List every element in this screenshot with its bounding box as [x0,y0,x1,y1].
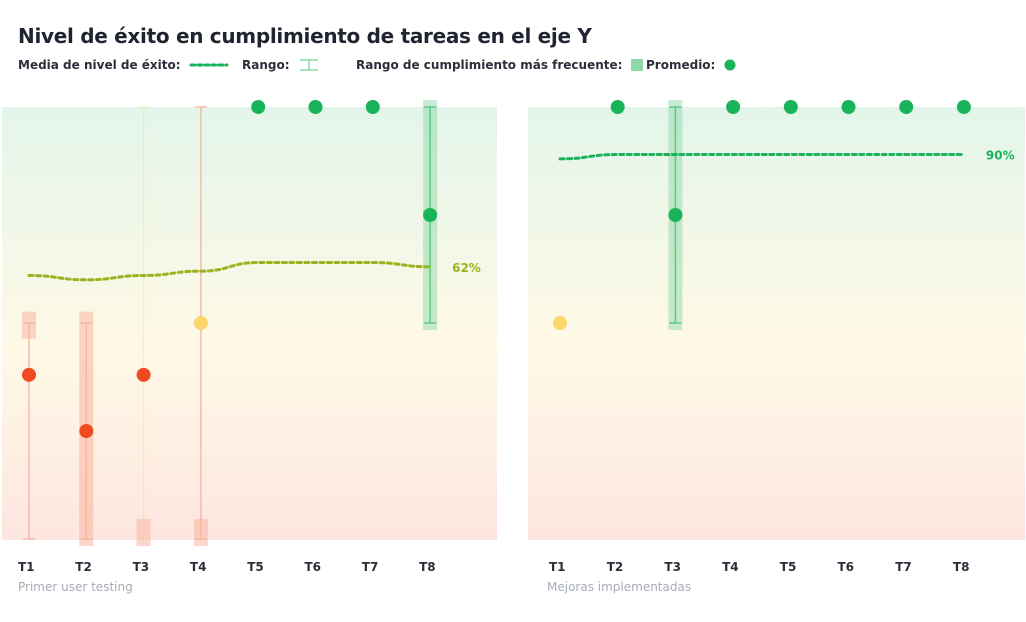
dot-icon [724,59,736,71]
average-point-t8 [423,208,438,222]
chart-panel-1: 62% T1 T2 T3 T4 T5 T6 T7 T8 Primer user testing [2,100,497,594]
panel-subtitle: Mejoras implementadas [547,580,691,594]
plot-background [2,107,497,540]
range-icon [299,59,318,71]
range-t1 [23,322,35,540]
tick-label-t8: T8 [419,560,436,574]
legend-average: Promedio: [646,58,737,72]
tick-label-t5: T5 [247,560,264,574]
panel-subtitle: Primer user testing [18,580,133,594]
square-icon [631,59,644,71]
tick-label-t7: T7 [895,560,912,574]
range-t3 [137,106,150,540]
mean-value-label: 90% [986,149,1015,163]
tick-label-t1: T1 [18,560,35,574]
average-point-t4 [726,100,741,114]
average-point-t1 [553,316,567,330]
legend-range: Rango: [242,58,320,72]
mean-line [27,261,432,282]
average-point-t5 [251,100,266,114]
tick-label-t4: T4 [722,560,739,574]
average-point-t7 [899,100,914,114]
legend-average-label: Promedio: [646,58,716,72]
average-point-t7 [365,100,380,114]
tick-label-t2: T2 [607,560,624,574]
legend-mean: Media de nivel de éxito: [18,58,229,72]
tick-label-t2: T2 [75,560,92,574]
tick-label-t7: T7 [362,560,379,574]
frequent-range-t3 [136,519,151,546]
tick-label-t8: T8 [953,560,970,574]
average-point-t1 [22,367,36,382]
tick-label-t4: T4 [190,560,207,574]
tick-label-t5: T5 [780,560,797,574]
average-point-t3 [668,208,683,222]
chart-title: Nivel de éxito en cumplimiento de tareas… [18,24,592,48]
legend-frequent: Rango de cumplimiento más frecuente: [356,58,644,72]
tick-label-t6: T6 [838,560,855,574]
mean-line [558,153,966,161]
average-point-t3 [136,367,151,382]
tick-label-t1: T1 [549,560,566,574]
average-point-t6 [308,100,323,114]
legend: Media de nivel de éxito: Rango: Rango de… [18,58,1018,76]
mean-value-label: 62% [452,261,481,275]
average-point-t8 [956,100,971,114]
average-point-t4 [193,316,208,330]
legend-range-label: Rango: [242,58,290,72]
average-point-t5 [783,100,798,114]
dashed-line-icon [189,63,229,67]
legend-frequent-label: Rango de cumplimiento más frecuente: [356,58,623,72]
tick-label-t6: T6 [305,560,322,574]
plot-background [528,107,1025,540]
average-point-t2 [610,100,625,114]
average-point-t2 [79,424,94,438]
average-point-t6 [841,100,856,114]
legend-mean-label: Media de nivel de éxito: [18,58,181,72]
tick-label-t3: T3 [664,560,681,574]
tick-label-t3: T3 [133,560,150,574]
chart-panel-2: 90% T1 T2 T3 T4 T5 T6 T7 T8 Mejoras implementadas [528,100,1025,594]
